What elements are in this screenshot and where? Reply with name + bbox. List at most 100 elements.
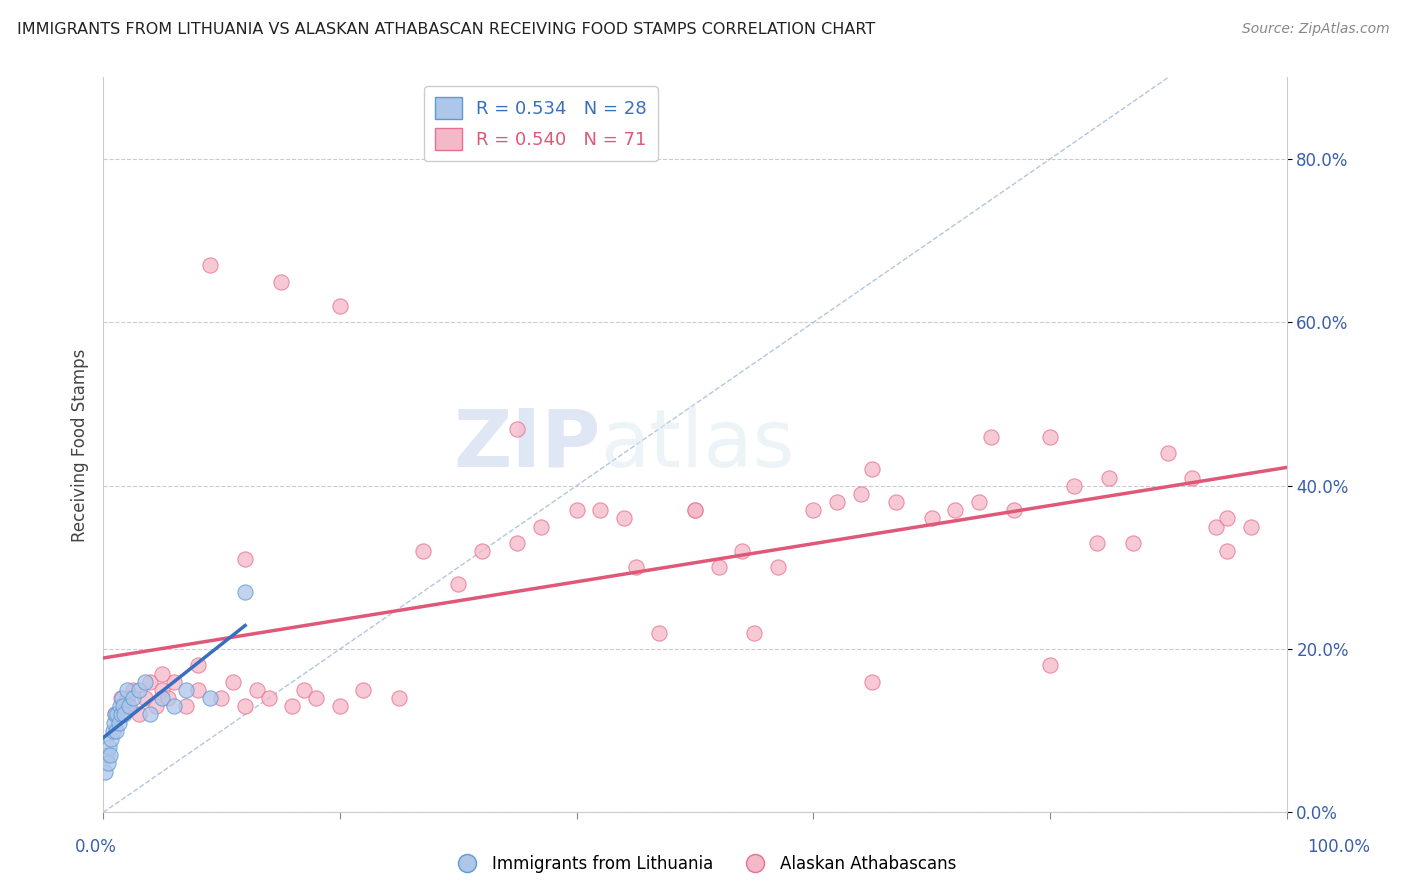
Point (198, 691, 221, 706)
Point (104, 707, 127, 722)
Point (211, 691, 233, 706)
Point (187, 683, 209, 698)
Point (731, 544, 754, 558)
Point (110, 707, 132, 722)
Point (233, 699, 256, 714)
Point (624, 560, 647, 574)
Point (1002, 503, 1025, 517)
Point (174, 699, 197, 714)
Point (1157, 446, 1180, 460)
Point (1085, 536, 1108, 550)
Point (613, 511, 636, 525)
Point (683, 503, 706, 517)
Text: atlas: atlas (600, 406, 794, 484)
Y-axis label: Receiving Food Stamps: Receiving Food Stamps (72, 348, 89, 541)
Point (1240, 519, 1263, 533)
Point (108, 699, 131, 714)
Point (222, 674, 245, 689)
Point (98, 740, 121, 755)
Legend: R = 0.534   N = 28, R = 0.540   N = 71: R = 0.534 N = 28, R = 0.540 N = 71 (425, 87, 658, 161)
Point (121, 691, 143, 706)
Point (163, 674, 186, 689)
Point (163, 699, 186, 714)
Point (1122, 536, 1144, 550)
Point (150, 683, 173, 698)
Point (105, 707, 128, 722)
Point (233, 552, 256, 566)
Point (233, 585, 256, 599)
Point (1216, 544, 1239, 558)
Text: ZIP: ZIP (453, 406, 600, 484)
Point (305, 691, 328, 706)
Point (589, 503, 612, 517)
Point (115, 691, 138, 706)
Point (246, 683, 269, 698)
Point (1063, 479, 1085, 493)
Point (506, 536, 529, 550)
Point (112, 699, 135, 714)
Point (801, 503, 824, 517)
Point (94, 764, 117, 779)
Point (980, 430, 1002, 444)
Point (97, 756, 120, 771)
Point (1098, 470, 1121, 484)
Text: IMMIGRANTS FROM LITHUANIA VS ALASKAN ATHABASCAN RECEIVING FOOD STAMPS CORRELATIO: IMMIGRANTS FROM LITHUANIA VS ALASKAN ATH… (17, 22, 875, 37)
Point (683, 503, 706, 517)
Point (110, 691, 132, 706)
Point (1205, 519, 1227, 533)
Point (198, 258, 221, 272)
Point (115, 699, 138, 714)
Point (921, 511, 943, 525)
Legend: Immigrants from Lithuania, Alaskan Athabascans: Immigrants from Lithuania, Alaskan Athab… (443, 848, 963, 880)
Point (174, 683, 197, 698)
Point (860, 462, 883, 476)
Point (329, 699, 352, 714)
Point (292, 683, 315, 698)
Point (766, 560, 789, 574)
Point (150, 691, 173, 706)
Point (329, 299, 352, 313)
Point (353, 683, 375, 698)
Point (100, 731, 122, 746)
Point (412, 544, 434, 558)
Point (1039, 658, 1062, 673)
Point (103, 715, 125, 730)
Point (849, 487, 872, 501)
Point (388, 691, 411, 706)
Point (128, 683, 150, 698)
Point (139, 707, 162, 722)
Point (943, 503, 966, 517)
Point (860, 674, 883, 689)
Point (128, 707, 150, 722)
Point (281, 699, 304, 714)
Point (187, 658, 209, 673)
Point (707, 560, 730, 574)
Text: 100.0%: 100.0% (1308, 838, 1369, 855)
Point (114, 707, 136, 722)
Point (257, 691, 280, 706)
Point (530, 519, 553, 533)
Point (565, 503, 588, 517)
Point (121, 683, 143, 698)
Point (157, 691, 180, 706)
Point (139, 674, 162, 689)
Point (825, 495, 848, 509)
Point (107, 715, 129, 730)
Point (1039, 430, 1062, 444)
Point (150, 666, 173, 681)
Text: 0.0%: 0.0% (75, 838, 117, 855)
Point (104, 707, 127, 722)
Point (506, 422, 529, 436)
Point (111, 691, 134, 706)
Point (742, 625, 765, 640)
Point (1181, 470, 1204, 484)
Point (1216, 511, 1239, 525)
Point (96, 748, 118, 763)
Point (447, 576, 470, 591)
Point (105, 723, 128, 738)
Point (98, 748, 121, 763)
Point (101, 723, 124, 738)
Point (134, 691, 156, 706)
Point (884, 495, 907, 509)
Point (967, 495, 990, 509)
